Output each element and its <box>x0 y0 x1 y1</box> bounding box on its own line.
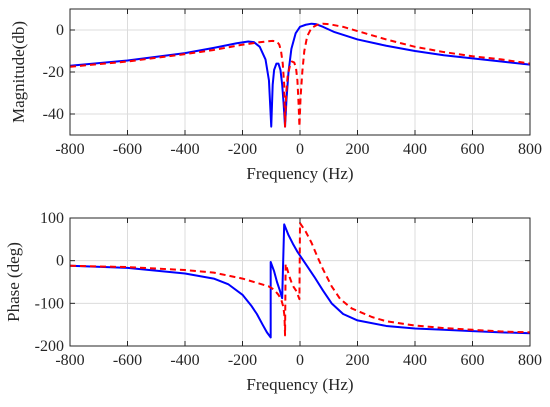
phase-x-tick-label: -400 <box>170 352 199 369</box>
phase-series <box>70 222 530 339</box>
phase-series-dashed-red-line <box>70 222 530 337</box>
magnitude-y-tick-label: -20 <box>43 64 64 81</box>
phase-x-tick-label: -600 <box>113 352 142 369</box>
magnitude-y-tick-label: 0 <box>56 22 64 39</box>
magnitude-ticks: -800 -600 -400 -200 0 200 400 600 800-40-200 <box>43 9 542 158</box>
magnitude-x-axis-label: Frequency (Hz) <box>246 164 353 183</box>
magnitude-y-tick-label: -40 <box>43 106 64 123</box>
magnitude-series-dashed-red-line <box>70 22 530 128</box>
phase-x-tick-label: 800 <box>518 352 542 369</box>
magnitude-x-tick-label: 400 <box>403 141 427 158</box>
magnitude-x-tick-label: 800 <box>518 141 542 158</box>
phase-y-tick-label: -100 <box>35 295 64 312</box>
magnitude-x-tick-label: 600 <box>461 141 485 158</box>
magnitude-x-tick-label: -800 <box>55 141 84 158</box>
phase-x-tick-label: -200 <box>228 352 257 369</box>
phase-series-solid-blue-line <box>70 223 530 339</box>
phase-y-tick-label: 100 <box>40 210 64 227</box>
magnitude-x-tick-label: 200 <box>346 141 370 158</box>
magnitude-x-tick-label: 0 <box>296 141 304 158</box>
phase-ticks: -800 -600 -400 -200 0 200 400 600 800 -200 -100 0 10… <box>35 210 542 369</box>
phase-x-tick-label: 0 <box>296 352 304 369</box>
phase-x-tick-label: 400 <box>403 352 427 369</box>
phase-x-axis-label: Frequency (Hz) <box>246 375 353 394</box>
magnitude-series <box>70 22 530 128</box>
phase-x-tick-label: -800 <box>55 352 84 369</box>
phase-y-tick-label: 0 <box>56 253 64 270</box>
phase-x-tick-label: 600 <box>461 352 485 369</box>
magnitude-y-axis-label: Magnitude(db) <box>9 21 28 123</box>
phase-plot: -800 -600 -400 -200 0 200 400 600 800 -200 -100 0 10… <box>4 210 542 394</box>
magnitude-x-tick-label: -400 <box>170 141 199 158</box>
phase-y-tick-label: -200 <box>35 338 64 355</box>
magnitude-x-tick-label: -200 <box>228 141 257 158</box>
magnitude-grid <box>69 9 531 135</box>
magnitude-x-tick-label: -600 <box>113 141 142 158</box>
phase-x-tick-label: 200 <box>346 352 370 369</box>
magnitude-plot: -800 -600 -400 -200 0 200 400 600 800-40-200 Fre… <box>9 8 542 183</box>
phase-y-axis-label: Phase (deg) <box>4 242 23 322</box>
